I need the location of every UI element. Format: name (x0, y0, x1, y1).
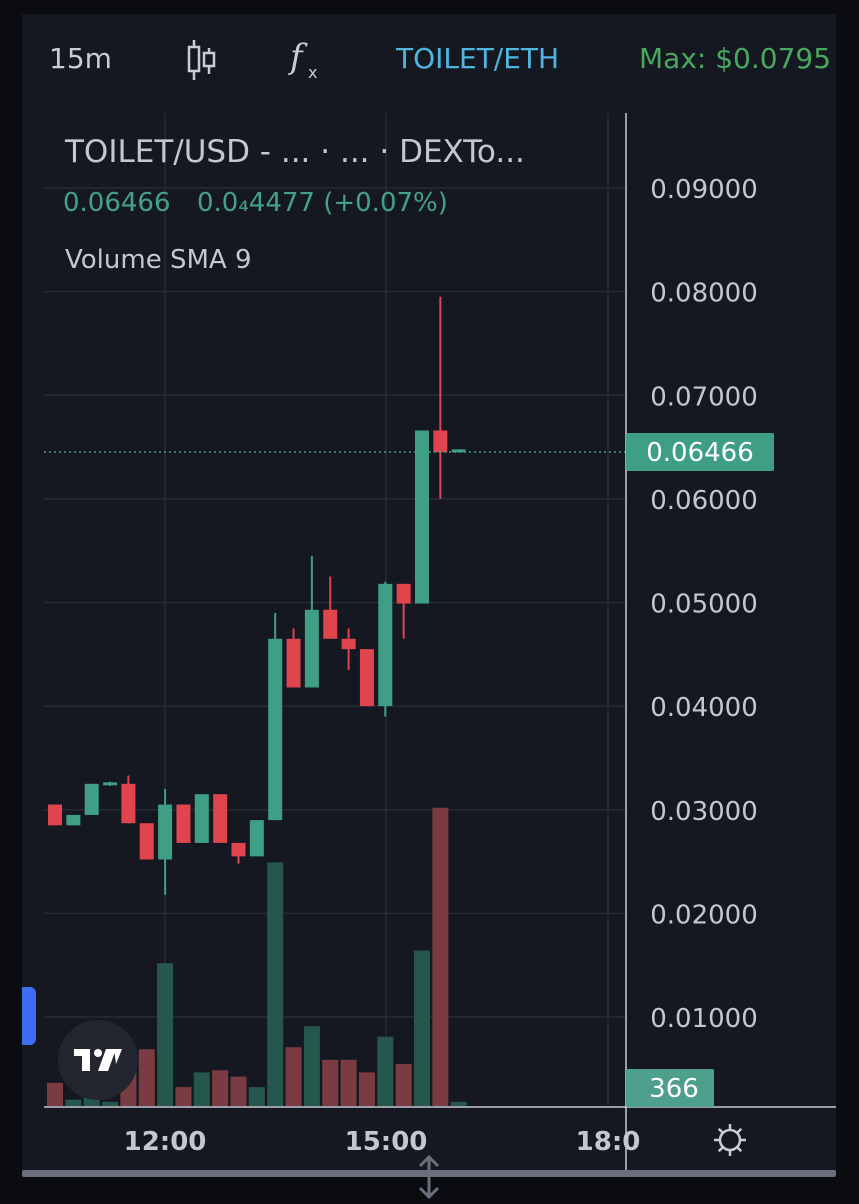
price-tick-label: 0.04000 (650, 693, 758, 723)
chart-grid (44, 113, 626, 1107)
volume-badge-text: 366 (649, 1074, 699, 1104)
price-tick-label: 0.06000 (650, 486, 758, 516)
volume-bar (230, 1076, 247, 1106)
candle-body (231, 842, 246, 857)
candle-body (158, 804, 173, 860)
price-axis: 0.09000 0.08000 0.07000 0.06000 0.05000 0.040… (650, 175, 758, 1034)
candle-body (249, 820, 264, 857)
settings-gear-icon[interactable] (712, 1122, 748, 1162)
legend-change: 0.0₄4477 (+0.07%) (197, 188, 448, 218)
legend-price: 0.06466 (63, 188, 171, 218)
candle-body (194, 794, 209, 843)
volume-bar (212, 1070, 229, 1106)
time-tick-label: 15:00 (345, 1127, 428, 1157)
legend-title: TOILET/USD - ... · ... · DEXTo... (64, 134, 525, 170)
volume-bar (432, 807, 449, 1106)
volume-bar (285, 1047, 302, 1106)
tradingview-logo (58, 1020, 138, 1100)
volume-bar (322, 1059, 339, 1106)
last-price-badge-text: 0.06466 (646, 438, 754, 468)
candle-body (176, 804, 191, 843)
candle-body (378, 583, 393, 707)
price-tick-label: 0.09000 (650, 175, 758, 205)
volume-bar (340, 1059, 357, 1106)
candle-body (396, 583, 411, 604)
function-icon[interactable]: f x (287, 36, 328, 90)
time-tick-label: 18:0 (576, 1127, 641, 1157)
candle-body (304, 609, 319, 688)
svg-text:x: x (308, 63, 317, 82)
volume-bar (358, 1072, 375, 1106)
candle-body (341, 638, 356, 650)
volume-bar (395, 1064, 412, 1106)
interval-button[interactable]: 15m (49, 42, 112, 75)
volume-bar (193, 1072, 210, 1106)
last-price-badge (626, 433, 774, 471)
volume-bar (138, 1049, 155, 1106)
candle-body (121, 783, 136, 824)
volume-bar (248, 1087, 265, 1106)
time-tick-label: 12:00 (124, 1127, 207, 1157)
volume-bar (157, 963, 174, 1106)
candle-body (323, 609, 338, 639)
volume-bar (47, 1082, 63, 1106)
time-axis: 12:00 15:00 18:0 (124, 1127, 641, 1157)
candle-body (268, 638, 283, 821)
candle-body (139, 823, 154, 860)
price-tick-label: 0.03000 (650, 797, 758, 827)
chart-toolbar: 15m f x TOILET/ETH Max: $0.0795 (22, 14, 836, 104)
volume-bar (102, 1101, 119, 1106)
price-tick-label: 0.02000 (650, 900, 758, 930)
volume-bar (303, 1026, 320, 1106)
volume-badge (626, 1069, 714, 1107)
volume-bar (450, 1101, 467, 1106)
volume-bar (267, 862, 284, 1106)
candle-body (48, 804, 62, 826)
price-tick-label: 0.07000 (650, 382, 758, 412)
candle-body (286, 638, 301, 688)
candle-body (213, 794, 228, 843)
legend-indicator[interactable]: Volume SMA 9 (65, 245, 252, 275)
candle-body (359, 649, 374, 707)
pair-selector[interactable]: TOILET/ETH (396, 42, 560, 75)
price-tick-label: 0.01000 (650, 1004, 758, 1034)
candle-body (433, 430, 448, 453)
candle-body (451, 449, 466, 453)
volume-bar (414, 950, 430, 1106)
resize-drag-icon[interactable] (416, 1154, 442, 1204)
price-tick-label: 0.05000 (650, 590, 758, 620)
candle-body (66, 814, 81, 826)
candle-body (103, 782, 118, 786)
volume-bar (377, 1036, 394, 1106)
price-tick-label: 0.08000 (650, 279, 758, 309)
candle-body (415, 430, 429, 604)
volume-bars (47, 807, 467, 1106)
volume-bar (65, 1099, 82, 1106)
side-tab-handle[interactable] (22, 987, 36, 1045)
max-price-label: Max: $0.0795 (639, 42, 832, 75)
candlestick-icon[interactable] (184, 38, 218, 90)
volume-bar (175, 1087, 192, 1106)
candles (48, 296, 466, 895)
candle-body (84, 783, 99, 815)
